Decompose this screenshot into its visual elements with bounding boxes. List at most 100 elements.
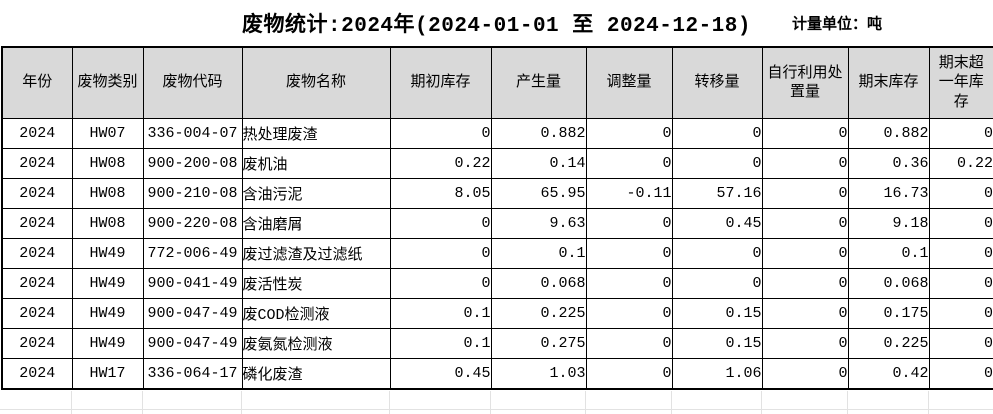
cell[interactable]: 900-200-08: [142, 148, 243, 179]
cell[interactable]: 0: [389, 118, 492, 149]
cell[interactable]: 0.36: [847, 148, 930, 179]
cell[interactable]: 废氨氮检测液: [241, 328, 391, 359]
cell[interactable]: 9.18: [847, 208, 930, 239]
cell[interactable]: 0: [761, 208, 849, 239]
cell[interactable]: 0.882: [490, 118, 587, 149]
cell[interactable]: HW49: [71, 238, 144, 269]
cell[interactable]: 0: [928, 328, 993, 359]
cell[interactable]: 废活性炭: [241, 268, 391, 299]
cell[interactable]: 0: [389, 238, 492, 269]
cell[interactable]: 900-220-08: [142, 208, 243, 239]
cell[interactable]: 2024: [1, 268, 73, 299]
cell[interactable]: 0: [671, 148, 763, 179]
cell[interactable]: 900-047-49: [142, 328, 243, 359]
column-header-5[interactable]: 期初库存: [389, 46, 492, 119]
cell[interactable]: 2024: [1, 328, 73, 359]
cell[interactable]: HW08: [71, 178, 144, 209]
cell[interactable]: 0.175: [847, 298, 930, 329]
cell[interactable]: 0.45: [389, 358, 492, 390]
cell[interactable]: 0: [928, 238, 993, 269]
cell[interactable]: 2024: [1, 208, 73, 239]
cell[interactable]: 0: [389, 208, 492, 239]
cell[interactable]: 0.068: [490, 268, 587, 299]
cell[interactable]: 772-006-49: [142, 238, 243, 269]
cell[interactable]: -0.11: [585, 178, 673, 209]
cell[interactable]: 0: [761, 238, 849, 269]
cell[interactable]: HW49: [71, 268, 144, 299]
cell[interactable]: 2024: [1, 298, 73, 329]
cell[interactable]: 0: [928, 208, 993, 239]
column-header-6[interactable]: 产生量: [490, 46, 587, 119]
cell[interactable]: 0.275: [490, 328, 587, 359]
cell[interactable]: 0.42: [847, 358, 930, 390]
cell[interactable]: 0.15: [671, 298, 763, 329]
cell[interactable]: 0: [585, 328, 673, 359]
cell[interactable]: 0.14: [490, 148, 587, 179]
cell[interactable]: 0: [389, 268, 492, 299]
cell[interactable]: 0.1: [490, 238, 587, 269]
cell[interactable]: 0: [928, 358, 993, 390]
cell[interactable]: 0.068: [847, 268, 930, 299]
cell[interactable]: 0: [761, 328, 849, 359]
cell[interactable]: 0.225: [490, 298, 587, 329]
cell[interactable]: 0: [761, 268, 849, 299]
column-header-2[interactable]: 废物类别: [71, 46, 144, 119]
column-header-11[interactable]: 期末超 一年库 存: [928, 46, 993, 119]
cell[interactable]: 0: [671, 238, 763, 269]
cell[interactable]: 57.16: [671, 178, 763, 209]
column-header-4[interactable]: 废物名称: [241, 46, 391, 119]
cell[interactable]: 8.05: [389, 178, 492, 209]
cell[interactable]: 0.45: [671, 208, 763, 239]
cell[interactable]: 900-041-49: [142, 268, 243, 299]
cell[interactable]: 0: [585, 148, 673, 179]
cell[interactable]: 0.1: [389, 298, 492, 329]
cell[interactable]: 热处理废渣: [241, 118, 391, 149]
cell[interactable]: 废过滤渣及过滤纸: [241, 238, 391, 269]
cell[interactable]: 0: [761, 118, 849, 149]
cell[interactable]: 2024: [1, 358, 73, 390]
cell[interactable]: 0: [928, 178, 993, 209]
cell[interactable]: 0: [928, 268, 993, 299]
cell[interactable]: 0: [585, 268, 673, 299]
cell[interactable]: 0: [761, 358, 849, 390]
cell[interactable]: 65.95: [490, 178, 587, 209]
cell[interactable]: 2024: [1, 118, 73, 149]
cell[interactable]: 9.63: [490, 208, 587, 239]
cell[interactable]: 废COD检测液: [241, 298, 391, 329]
cell[interactable]: 1.06: [671, 358, 763, 390]
cell[interactable]: 0: [761, 298, 849, 329]
cell[interactable]: 0: [761, 178, 849, 209]
cell[interactable]: 2024: [1, 178, 73, 209]
cell[interactable]: HW49: [71, 298, 144, 329]
cell[interactable]: 336-004-07: [142, 118, 243, 149]
cell[interactable]: 0: [585, 118, 673, 149]
column-header-8[interactable]: 转移量: [671, 46, 763, 119]
cell[interactable]: 0.1: [847, 238, 930, 269]
column-header-1[interactable]: 年份: [1, 46, 73, 119]
cell[interactable]: HW49: [71, 328, 144, 359]
cell[interactable]: 336-064-17: [142, 358, 243, 390]
cell[interactable]: 含油污泥: [241, 178, 391, 209]
cell[interactable]: 0: [671, 268, 763, 299]
cell[interactable]: 1.03: [490, 358, 587, 390]
cell[interactable]: 0: [585, 208, 673, 239]
cell[interactable]: 0.15: [671, 328, 763, 359]
cell[interactable]: 900-047-49: [142, 298, 243, 329]
cell[interactable]: 0: [761, 148, 849, 179]
cell[interactable]: HW17: [71, 358, 144, 390]
cell[interactable]: 0: [928, 298, 993, 329]
column-header-7[interactable]: 调整量: [585, 46, 673, 119]
column-header-10[interactable]: 期末库存: [847, 46, 930, 119]
column-header-3[interactable]: 废物代码: [142, 46, 243, 119]
cell[interactable]: 0.22: [928, 148, 993, 179]
cell[interactable]: 2024: [1, 148, 73, 179]
cell[interactable]: 0.22: [389, 148, 492, 179]
cell[interactable]: HW08: [71, 208, 144, 239]
cell[interactable]: 0: [928, 118, 993, 149]
cell[interactable]: 0.1: [389, 328, 492, 359]
cell[interactable]: 0: [585, 358, 673, 390]
cell[interactable]: 0: [585, 298, 673, 329]
cell[interactable]: 磷化废渣: [241, 358, 391, 390]
cell[interactable]: 0: [671, 118, 763, 149]
cell[interactable]: 16.73: [847, 178, 930, 209]
